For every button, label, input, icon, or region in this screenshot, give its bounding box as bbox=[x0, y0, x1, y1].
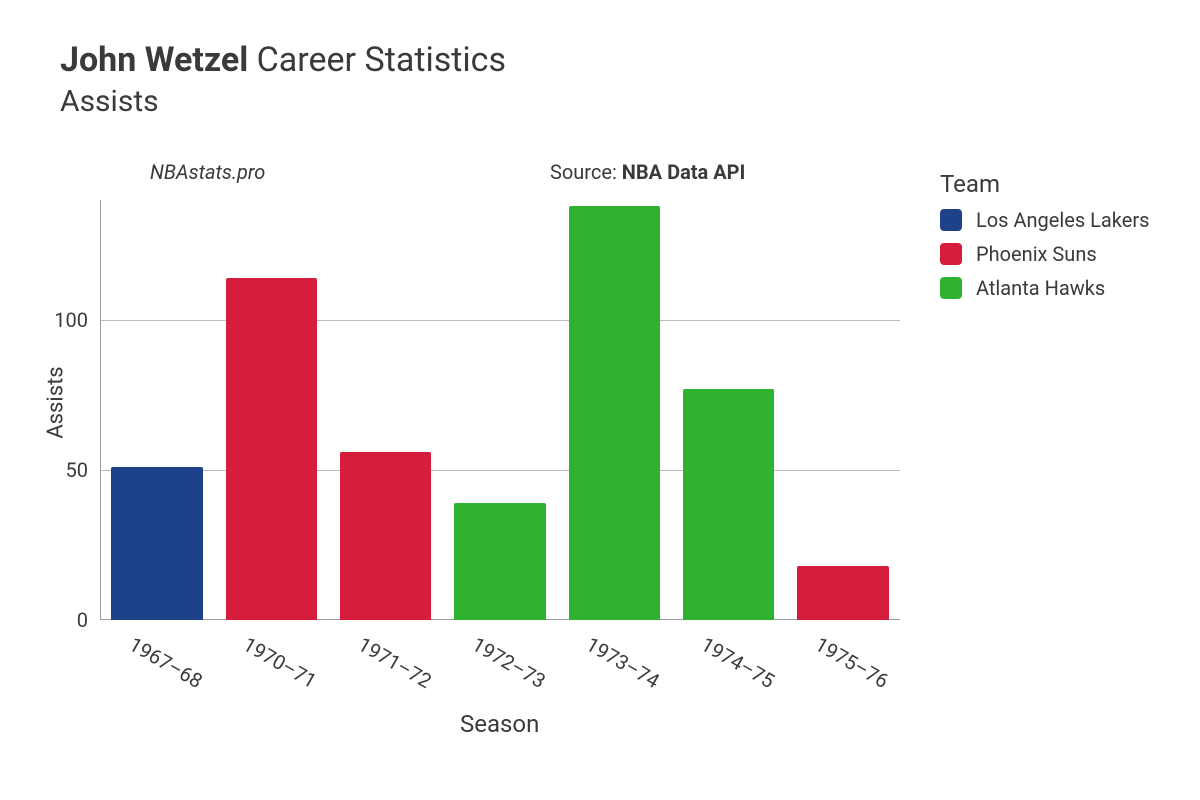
legend-item: Los Angeles Lakers bbox=[940, 208, 1149, 232]
y-tick-label: 100 bbox=[54, 308, 88, 332]
y-axis-line bbox=[100, 200, 101, 620]
legend-label: Los Angeles Lakers bbox=[976, 208, 1149, 232]
bar bbox=[683, 389, 774, 620]
chart-title: John Wetzel Career Statistics Assists bbox=[60, 40, 506, 119]
legend-item: Atlanta Hawks bbox=[940, 276, 1149, 300]
watermark: NBAstats.pro bbox=[150, 160, 265, 184]
legend-swatch bbox=[940, 243, 962, 265]
x-tick-label: 1967–68 bbox=[125, 632, 207, 693]
bar bbox=[340, 452, 431, 620]
title-suffix: Career Statistics bbox=[257, 40, 506, 80]
x-tick-label: 1971–72 bbox=[354, 632, 436, 693]
legend: Team Los Angeles Lakers Phoenix Suns Atlan… bbox=[940, 170, 1149, 310]
x-tick-label: 1973–74 bbox=[582, 632, 664, 693]
x-tick-label: 1972–73 bbox=[468, 632, 550, 693]
bar-chart: 050100 bbox=[100, 200, 900, 620]
x-tick-label: 1975–76 bbox=[811, 632, 893, 693]
bar bbox=[111, 467, 202, 620]
y-axis-label: Assists bbox=[44, 366, 69, 438]
bar bbox=[226, 278, 317, 620]
player-name: John Wetzel bbox=[60, 40, 248, 80]
legend-label: Phoenix Suns bbox=[976, 242, 1097, 266]
title-stat: Assists bbox=[60, 84, 506, 119]
x-tick-label: 1974–75 bbox=[697, 632, 779, 693]
gridline bbox=[100, 320, 900, 321]
legend-label: Atlanta Hawks bbox=[976, 276, 1105, 300]
bar bbox=[569, 206, 660, 620]
legend-swatch bbox=[940, 209, 962, 231]
source-name: NBA Data API bbox=[622, 160, 746, 184]
plot-area: 050100 bbox=[100, 200, 900, 620]
y-tick-label: 50 bbox=[66, 458, 88, 482]
source-prefix: Source: bbox=[550, 160, 622, 184]
gridline bbox=[100, 470, 900, 471]
legend-swatch bbox=[940, 277, 962, 299]
y-tick-label: 0 bbox=[77, 608, 88, 632]
title-line-1: John Wetzel Career Statistics bbox=[60, 40, 506, 80]
legend-item: Phoenix Suns bbox=[940, 242, 1149, 266]
x-tick-label: 1970–71 bbox=[239, 632, 321, 693]
bar bbox=[454, 503, 545, 620]
bar bbox=[797, 566, 888, 620]
x-axis-label: Season bbox=[460, 710, 539, 738]
legend-title: Team bbox=[940, 170, 1149, 198]
source-attribution: Source: NBA Data API bbox=[550, 160, 745, 184]
